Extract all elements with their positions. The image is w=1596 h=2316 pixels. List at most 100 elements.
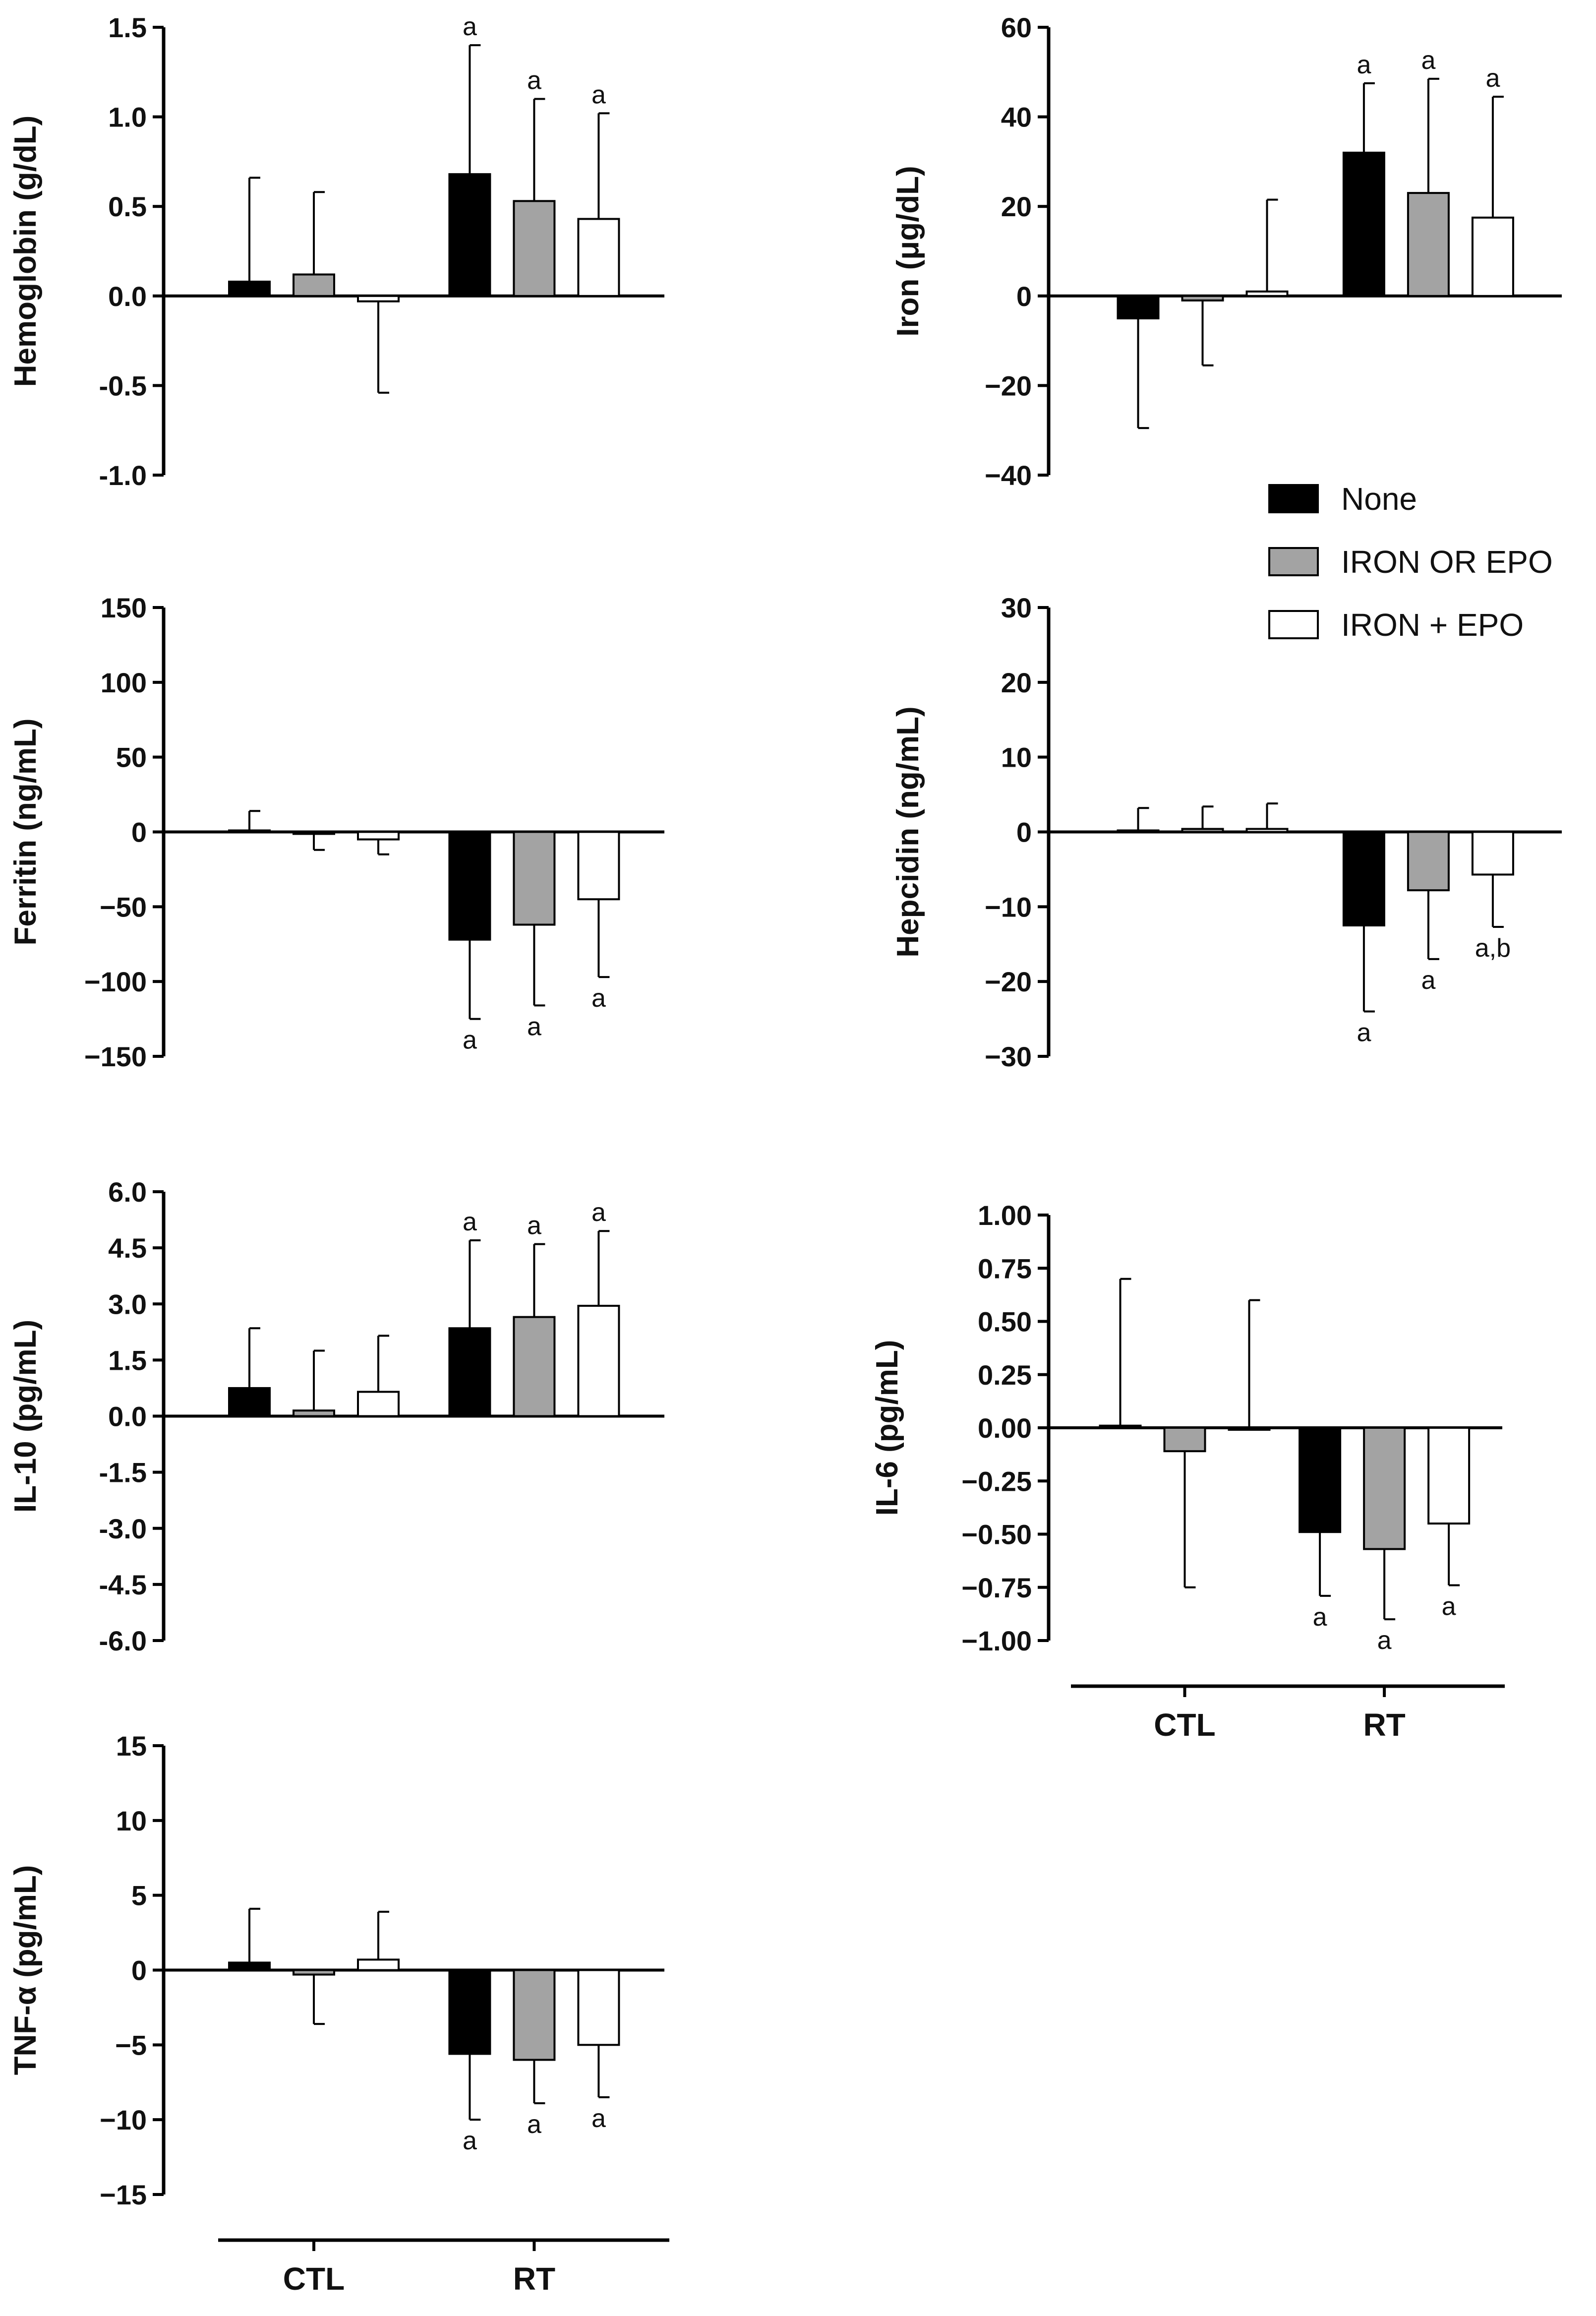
sig-label-hepcidin: a — [1357, 1019, 1371, 1047]
il10-tick-label: -6.0 — [99, 1625, 147, 1656]
tnfa-category-label: RT — [513, 2261, 555, 2297]
hepcidin-tick-label: 0 — [1016, 817, 1032, 848]
bar-iron-rt-1 — [1407, 192, 1450, 297]
il6-tick-label: −1.00 — [961, 1625, 1032, 1656]
sig-label-hemoglobin: a — [463, 12, 477, 41]
il10-y-title: IL-10 (pg/mL) — [8, 1320, 43, 1513]
sig-label-il10: a — [527, 1212, 541, 1240]
sig-label-iron: a — [1357, 51, 1371, 79]
hemoglobin-tick-label: 0.5 — [108, 191, 147, 222]
bar-tnfa-rt-1 — [513, 1969, 556, 2061]
legend-label-iron-or-epo: IRON OR EPO — [1341, 544, 1553, 580]
iron-tick-label: 40 — [1001, 102, 1032, 133]
sig-label-ferritin: a — [527, 1012, 541, 1041]
iron-y-title: Iron (μg/dL) — [891, 166, 925, 336]
bar-hemoglobin-rt-0 — [448, 173, 491, 297]
tnfa-tick-label: 10 — [116, 1805, 147, 1836]
tnfa-chart: 15 10 5 0 −5 −10 −15 TNF-α (pg/mL) a a a CTL RT — [8, 1730, 669, 2297]
il6-tick-label: −0.75 — [961, 1572, 1032, 1603]
il6-y-title: IL-6 (pg/mL) — [870, 1340, 904, 1516]
bar-il6-ctl-2 — [1228, 1427, 1271, 1431]
il6-tick-label: 0.00 — [978, 1412, 1032, 1444]
bar-tnfa-rt-2 — [577, 1969, 620, 2046]
iron-tick-label: 60 — [1001, 12, 1032, 43]
bar-il10-rt-1 — [513, 1316, 556, 1417]
bar-hepcidin-ctl-0 — [1117, 829, 1160, 834]
sig-label-iron: a — [1485, 64, 1500, 93]
bar-tnfa-ctl-0 — [228, 1961, 271, 1971]
hemoglobin-tick-label: 0.0 — [108, 281, 147, 312]
bar-iron-rt-0 — [1342, 151, 1385, 297]
bar-iron-ctl-2 — [1245, 290, 1289, 297]
hepcidin-tick-label: 30 — [1001, 592, 1032, 623]
legend-label-iron-plus-epo: IRON + EPO — [1341, 607, 1524, 643]
bar-hemoglobin-rt-2 — [577, 218, 620, 297]
hepcidin-tick-label: −10 — [985, 891, 1032, 922]
bar-ferritin-ctl-0 — [228, 829, 271, 834]
bar-hepcidin-rt-2 — [1471, 831, 1514, 876]
ferritin-chart: 150 100 50 0 −50 −100 −150 Ferritin (ng/mL) a a a — [8, 592, 664, 1072]
bar-hemoglobin-rt-1 — [513, 200, 556, 297]
bar-tnfa-ctl-1 — [293, 1969, 335, 1976]
il10-tick-label: -4.5 — [99, 1569, 147, 1600]
il6-tick-label: 1.00 — [978, 1200, 1032, 1231]
ferritin-tick-label: −150 — [84, 1041, 147, 1072]
ferritin-tick-label: −50 — [100, 891, 147, 922]
ferritin-y-title: Ferritin (ng/mL) — [8, 718, 43, 945]
tnfa-tick-label: −10 — [100, 2104, 147, 2135]
bar-hemoglobin-ctl-0 — [228, 280, 271, 297]
tnfa-tick-label: 15 — [116, 1730, 147, 1762]
bar-hepcidin-rt-0 — [1342, 831, 1385, 927]
legend-swatch-iron-plus-epo — [1268, 610, 1319, 639]
bar-tnfa-ctl-2 — [357, 1958, 400, 1971]
sig-label-hepcidin: a — [1421, 966, 1435, 995]
ferritin-tick-label: 150 — [101, 592, 147, 623]
il6-category-label: RT — [1363, 1707, 1405, 1743]
bar-ferritin-rt-2 — [577, 831, 620, 901]
legend-label-none: None — [1341, 481, 1417, 517]
hepcidin-chart: 30 20 10 0 −10 −20 −30 Hepcidin (ng/mL) a a a,b — [891, 592, 1562, 1072]
bar-ferritin-rt-0 — [448, 831, 491, 941]
il6-tick-label: 0.50 — [978, 1306, 1032, 1338]
iron-tick-label: −40 — [985, 460, 1032, 491]
sig-label-tnfa: a — [591, 2104, 606, 2133]
il10-tick-label: -3.0 — [99, 1513, 147, 1544]
sig-label-ferritin: a — [591, 984, 606, 1013]
legend-swatch-none — [1268, 484, 1319, 513]
bar-hepcidin-ctl-1 — [1181, 828, 1224, 833]
ferritin-tick-label: −100 — [84, 966, 147, 997]
il10-chart: 6.0 4.5 3.0 1.5 0.0 -1.5 -3.0 -4.5 -6.0 IL-10 (pg… — [8, 1176, 664, 1656]
sig-label-iron: a — [1421, 46, 1435, 75]
sig-label-tnfa: a — [527, 2110, 541, 2139]
sig-label-ferritin: a — [463, 1026, 477, 1055]
sig-label-hemoglobin: a — [591, 80, 606, 109]
legend: None IRON OR EPO IRON + EPO — [1268, 481, 1553, 643]
hemoglobin-tick-label: 1.0 — [108, 102, 147, 133]
bar-il10-ctl-1 — [293, 1409, 335, 1417]
sig-label-il6: a — [1377, 1626, 1392, 1655]
il10-tick-label: 6.0 — [108, 1176, 147, 1208]
ferritin-tick-label: 50 — [116, 742, 147, 773]
hemoglobin-y-title: Hemoglobin (g/dL) — [8, 116, 43, 387]
il6-tick-label: −0.25 — [961, 1465, 1032, 1497]
iron-tick-label: 20 — [1001, 191, 1032, 222]
sig-label-tnfa: a — [463, 2127, 477, 2155]
bar-iron-rt-2 — [1471, 216, 1514, 297]
il10-tick-label: 0.0 — [108, 1401, 147, 1432]
il10-tick-label: 1.5 — [108, 1344, 147, 1376]
il6-chart: 1.00 0.75 0.50 0.25 0.00 −0.25 −0.50 −0.75 −1.00… — [870, 1200, 1505, 1743]
iron-tick-label: −20 — [985, 370, 1032, 401]
hepcidin-y-title: Hepcidin (ng/mL) — [891, 706, 925, 957]
bar-iron-ctl-1 — [1181, 295, 1224, 302]
hemoglobin-tick-label: -0.5 — [99, 370, 147, 401]
il6-tick-label: 0.25 — [978, 1359, 1032, 1391]
hemoglobin-chart: 1.5 1.0 0.5 0.0 -0.5 -1.0 Hemoglobin (g/dL) a a a — [8, 12, 664, 491]
bar-il10-rt-2 — [577, 1305, 620, 1417]
hepcidin-tick-label: 10 — [1001, 742, 1032, 773]
il6-category-label: CTL — [1154, 1707, 1215, 1743]
il10-tick-label: 3.0 — [108, 1288, 147, 1320]
legend-swatch-iron-or-epo — [1268, 547, 1319, 576]
bar-il6-rt-2 — [1427, 1427, 1471, 1525]
sig-label-il10: a — [463, 1208, 477, 1236]
hemoglobin-tick-label: 1.5 — [108, 12, 147, 43]
